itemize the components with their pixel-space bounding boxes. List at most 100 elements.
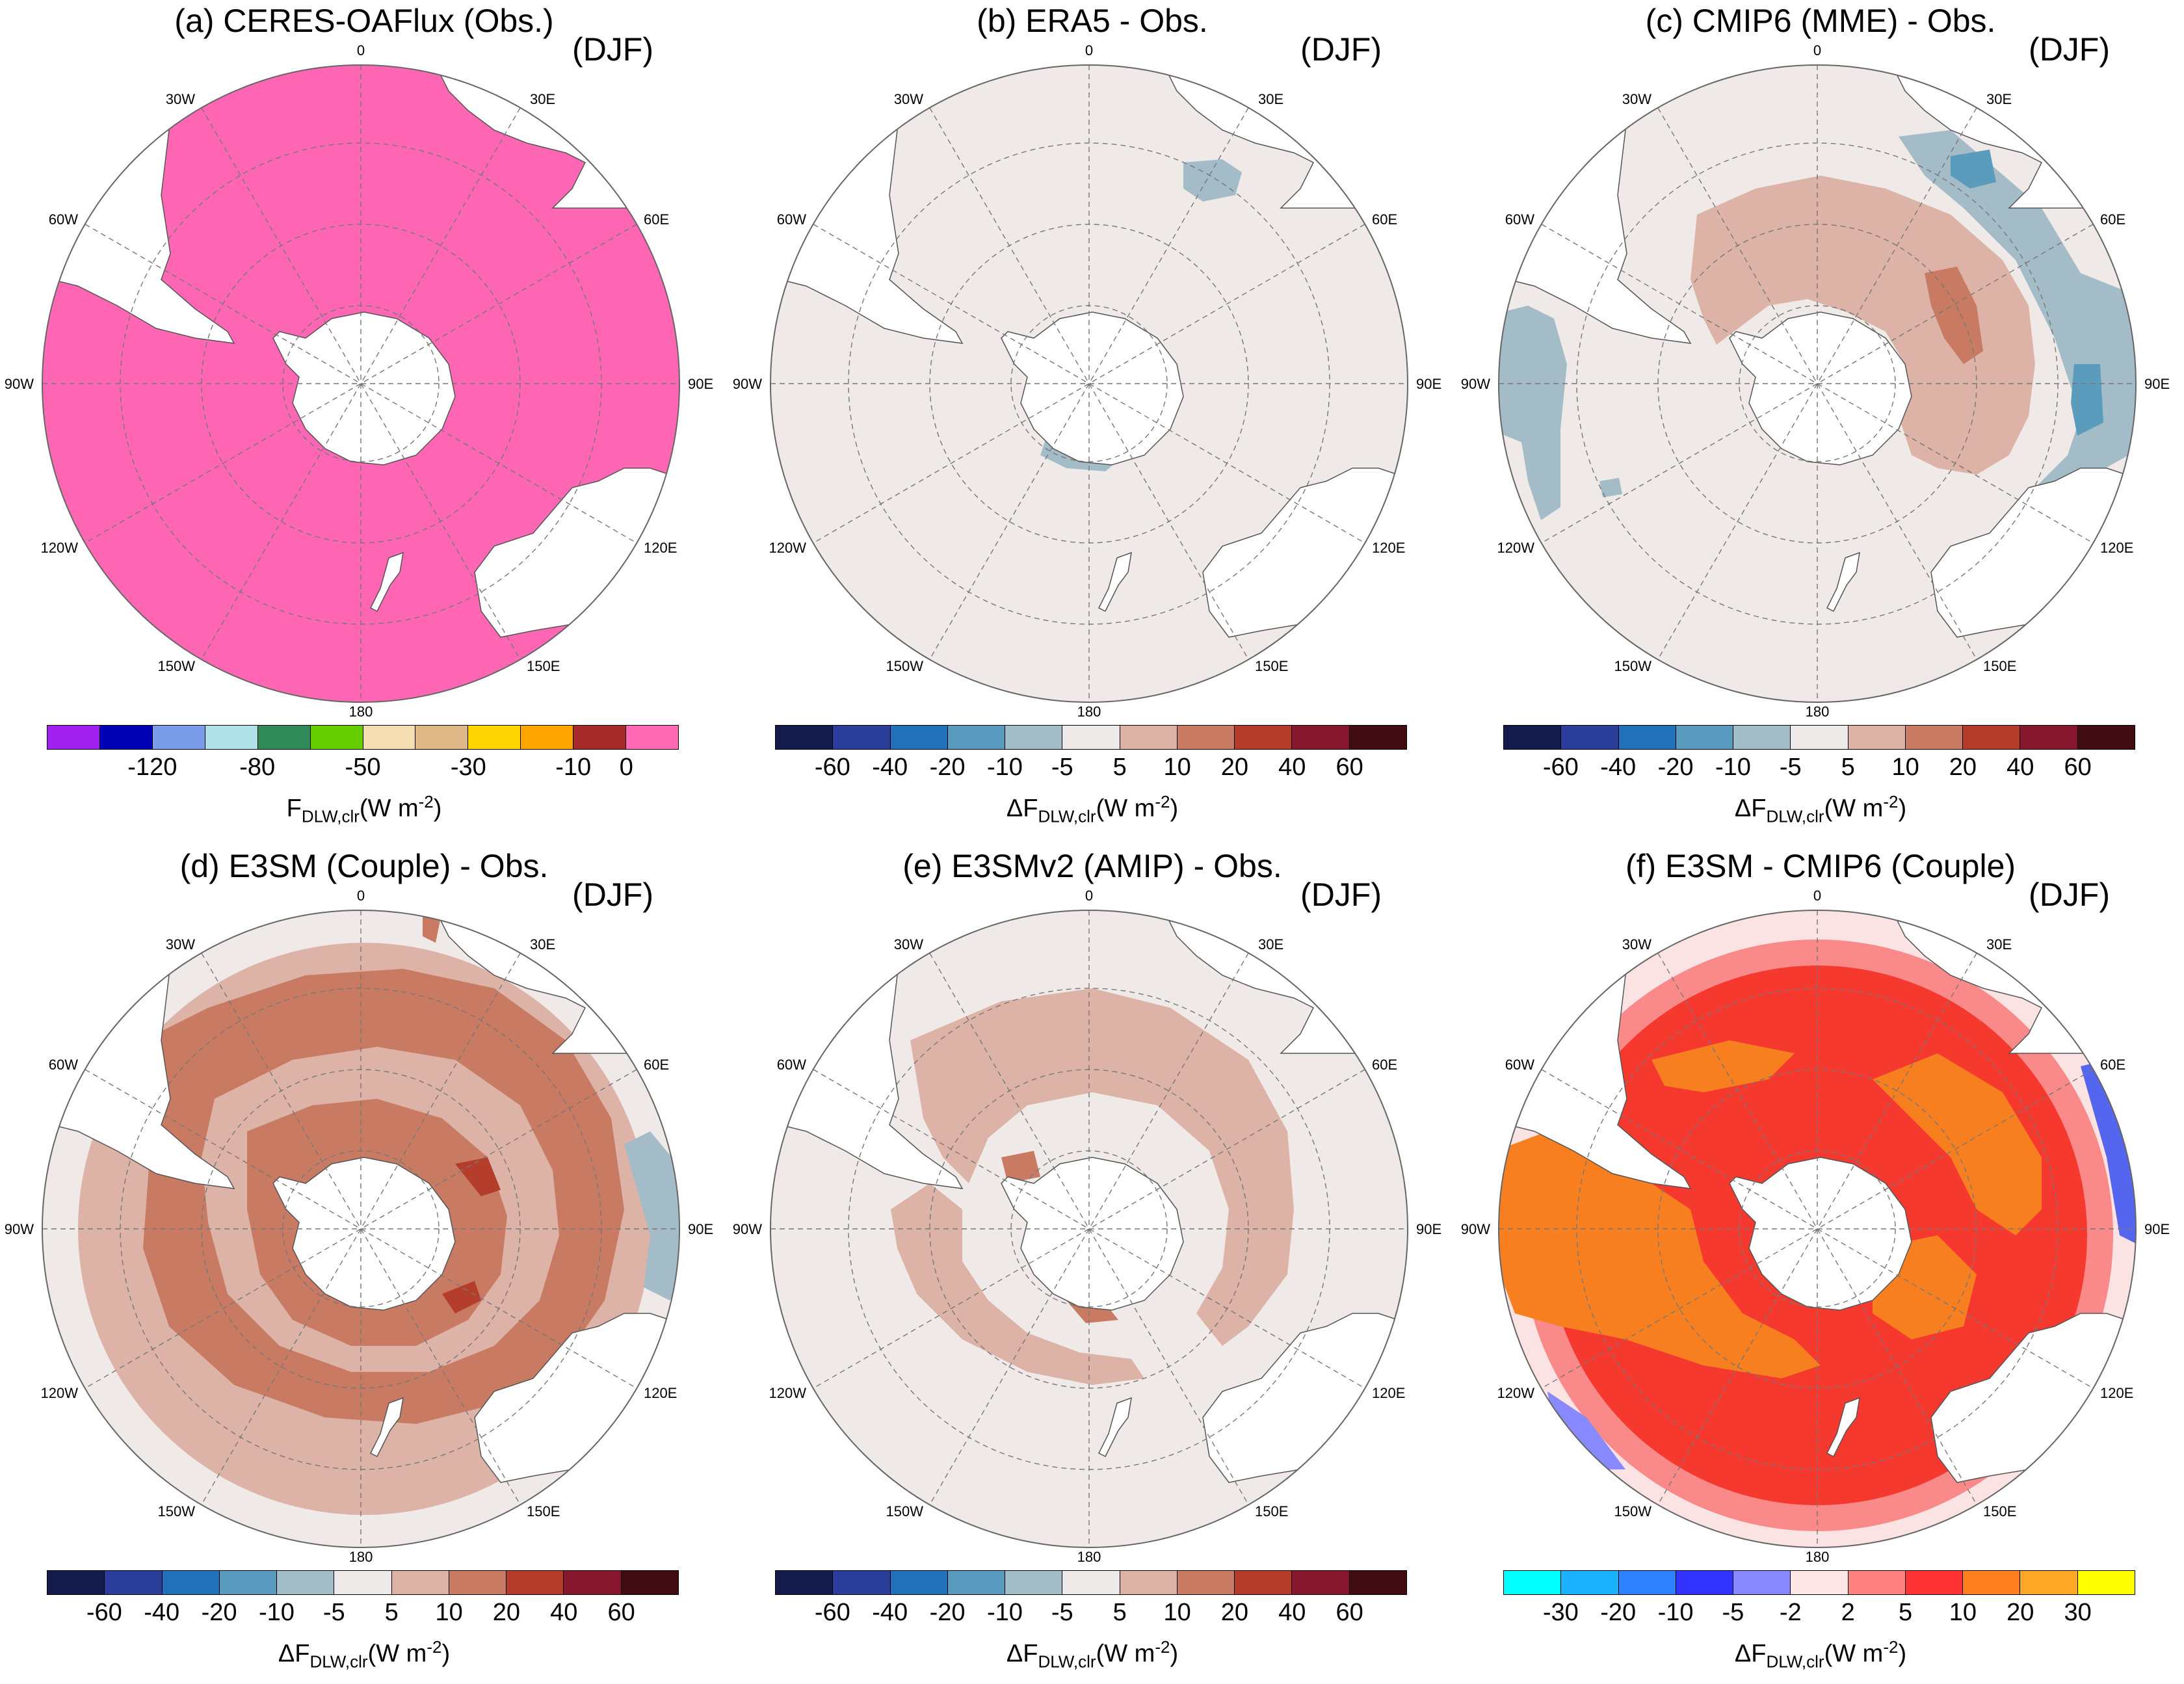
colorbar-ticks: -30 -20 -10 -5 -2 2 5 10 20 30 <box>1503 1598 2135 1627</box>
colorbar-swatch <box>391 1571 449 1594</box>
land-antarctica <box>272 311 456 466</box>
colorbar-swatch <box>1733 726 1791 749</box>
lon-label: 60W <box>777 1057 806 1073</box>
colorbar-unit-label: ΔFDLW,clr(W m-2) <box>1006 792 1179 826</box>
land-antarctica <box>1001 311 1184 466</box>
colorbar-tick: 20 <box>1949 754 1977 781</box>
lon-label: 30W <box>894 91 923 107</box>
lon-label: 150W <box>158 1503 196 1520</box>
colorbar-swatch <box>621 1571 678 1594</box>
colorbar-tick: 40 <box>1278 754 1306 781</box>
colorbar <box>775 1570 1407 1595</box>
lon-label: 150W <box>886 1503 924 1520</box>
lon-label: 120E <box>644 540 677 556</box>
longitude-labels: 0 30E 60E 90E 120E 150E 180 150W 120W 90… <box>1461 888 2170 1565</box>
lon-label: 60E <box>2100 1057 2125 1073</box>
polar-map: 0 30E 60E 90E 120E 150E 180 150W 120W 90… <box>5 42 713 720</box>
colorbar-tick: -20 <box>1600 1599 1637 1626</box>
diff-patch <box>1547 1391 1625 1469</box>
colorbar <box>1503 1570 2135 1595</box>
colorbar-swatch <box>152 726 205 749</box>
season-label: (DJF) <box>1300 876 1382 913</box>
lon-label: 90E <box>1416 1221 1441 1237</box>
colorbar-tick: -20 <box>929 754 966 781</box>
lon-label: 60E <box>644 211 669 228</box>
colorbar-swatch <box>277 1571 335 1594</box>
panel-title: (c) CMIP6 (MME) - Obs. <box>1645 3 1996 39</box>
colorbar-tick: 10 <box>1163 754 1191 781</box>
bias-patch <box>1951 150 1996 189</box>
colorbar-swatch <box>1848 1571 1906 1594</box>
colorbar-tick: 60 <box>1335 754 1363 781</box>
colorbar <box>47 1570 679 1595</box>
colorbar-tick: -80 <box>239 754 276 781</box>
colorbar-swatch <box>947 726 1006 749</box>
colorbar-tick: 60 <box>607 1599 635 1626</box>
land-new-zealand <box>1098 551 1132 612</box>
lon-label: 30E <box>1986 936 2012 953</box>
lon-label: 90W <box>5 376 34 392</box>
polar-map: 0 30E 60E 90E 120E 150E 180 150W 120W 90… <box>733 42 1441 720</box>
colorbar-tick: -30 <box>1542 1599 1579 1626</box>
colorbar-swatch <box>1292 726 1350 749</box>
colorbar-swatch <box>1120 1571 1178 1594</box>
land-antarctica <box>1729 311 1912 466</box>
diff-patch <box>1573 910 1684 936</box>
lon-label: 150W <box>886 658 924 674</box>
colorbar-tick: 20 <box>1220 1599 1249 1626</box>
panel-title: (f) E3SM - CMIP6 (Couple) <box>1625 848 2016 884</box>
bias-patch <box>891 1183 1144 1385</box>
longitude-labels: 0 30E 60E 90E 120E 150E 180 150W 120W 90… <box>733 42 1441 720</box>
colorbar-swatch <box>1561 726 1619 749</box>
colorbar-swatch <box>1235 726 1293 749</box>
colorbar-swatch <box>1005 1571 1063 1594</box>
colorbar-swatch <box>205 726 258 749</box>
colorbar-swatch <box>1177 1571 1235 1594</box>
colorbar-ticks: -60 -40 -20 -10 -5 5 10 20 40 60 <box>775 753 1407 782</box>
colorbar-swatch <box>1292 1571 1350 1594</box>
colorbar-tick: 5 <box>1899 1599 1913 1626</box>
colorbar-swatch <box>1791 726 1849 749</box>
panel-d: (d) E3SM (Couple) - Obs. (DJF) <box>0 845 728 1684</box>
lon-label: 30E <box>530 936 555 953</box>
colorbar-ticks: -60 -40 -20 -10 -5 5 10 20 40 60 <box>1503 753 2135 782</box>
bias-patch <box>1183 159 1242 202</box>
colorbar-swatch <box>257 726 311 749</box>
lon-label: 150W <box>158 658 196 674</box>
colorbar-tick: 5 <box>1112 1599 1127 1626</box>
lon-label: 90W <box>1461 376 1490 392</box>
colorbar-tick: -2 <box>1779 1599 1802 1626</box>
colorbar-swatch <box>890 726 948 749</box>
colorbar-swatch <box>564 1571 622 1594</box>
colorbar-tick: -10 <box>986 754 1023 781</box>
lon-label: 120E <box>644 1385 677 1401</box>
lon-label: 0 <box>1085 42 1093 59</box>
colorbar-tick: -5 <box>1051 754 1073 781</box>
colorbar-tick: 40 <box>2006 754 2034 781</box>
land-new-zealand <box>1826 1397 1860 1458</box>
land-new-zealand <box>369 1397 404 1458</box>
colorbar-tick: -40 <box>144 1599 180 1626</box>
colorbar-swatch <box>507 1571 564 1594</box>
colorbar-tick: 10 <box>1163 1599 1191 1626</box>
lon-label: 90W <box>733 1221 762 1237</box>
polar-map: 0 30E 60E 90E 120E 150E 180 150W 120W 90… <box>1461 42 2170 720</box>
colorbar-tick: 2 <box>1841 1599 1855 1626</box>
bias-patch <box>741 280 767 296</box>
colorbar-swatch <box>468 726 521 749</box>
polar-map: 0 30E 60E 90E 120E 150E 180 150W 120W 90… <box>733 888 1441 1565</box>
colorbar-tick: -40 <box>872 1599 908 1626</box>
season-label: (DJF) <box>572 876 653 913</box>
lon-label: 180 <box>349 1549 373 1565</box>
bias-patch <box>455 1157 501 1196</box>
longitude-labels: 0 30E 60E 90E 120E 150E 180 150W 120W 90… <box>1461 42 2170 720</box>
bias-patch <box>624 1131 679 1300</box>
colorbar-swatch <box>1120 726 1178 749</box>
colorbar-swatch <box>334 1571 392 1594</box>
colorbar-swatch <box>1963 726 2021 749</box>
colorbar-swatch <box>1349 1571 1406 1594</box>
colorbar-swatch <box>1349 726 1406 749</box>
lon-label: 30W <box>1622 936 1651 953</box>
polar-map: 0 30E 60E 90E 120E 150E 180 150W 120W 90… <box>1461 888 2170 1565</box>
colorbar-tick: 40 <box>550 1599 578 1626</box>
